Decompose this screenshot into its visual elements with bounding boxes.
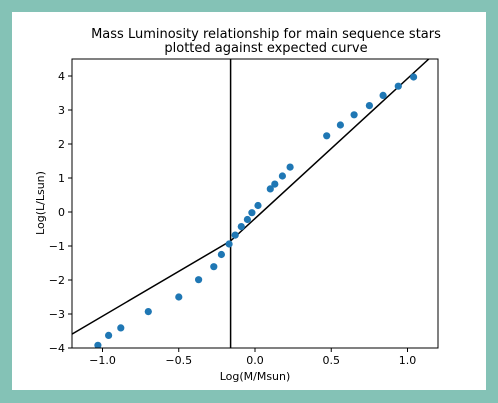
data-point [237,223,245,231]
data-point [266,185,274,193]
data-point [350,111,358,119]
y-tick-label: −4 [49,342,65,355]
data-point [117,324,125,332]
data-point [286,163,294,171]
y-tick-label: −1 [49,240,65,253]
y-axis-label: Log(L/Lsun) [34,171,47,235]
data-point [248,209,256,217]
data-point [323,132,331,140]
data-point [278,172,286,180]
data-point [243,215,251,224]
x-tick-label: 1.0 [399,354,417,367]
y-tick-label: −3 [49,308,65,321]
data-point [144,308,152,316]
data-point [231,231,239,239]
y-tick-label: 2 [58,138,65,151]
chart-title-line2: plotted against expected curve [164,41,367,56]
axes-frame [71,58,439,349]
data-point [94,341,102,348]
x-ticks: −1.0 −0.5 0.0 0.5 1.0 [89,348,416,367]
x-axis-label: Log(M/Msun) [220,370,291,383]
plot-lines [72,59,430,348]
data-point [254,201,262,210]
data-point [217,250,225,259]
y-tick-label: 4 [58,70,65,83]
y-tick-label: 0 [58,206,65,219]
x-tick-label: −0.5 [165,354,192,367]
data-point [379,91,387,99]
x-tick-label: −1.0 [89,354,116,367]
data-point [271,180,279,188]
y-tick-label: 1 [58,172,65,185]
figure-panel [12,12,486,390]
chart-title-line1: Mass Luminosity relationship for main se… [91,27,441,42]
data-point [365,102,373,110]
data-point [225,240,233,248]
x-tick-label: 0.5 [323,354,341,367]
y-tick-label: −2 [49,274,65,287]
data-point [210,263,218,271]
data-point [105,331,113,339]
data-point [195,276,203,284]
data-points [94,73,418,348]
y-tick-label: 3 [58,104,65,117]
y-ticks: −4 −3 −2 −1 0 1 2 3 4 [49,70,72,355]
x-tick-label: 0.0 [246,354,264,367]
data-point [175,293,183,301]
expected-curve [72,59,430,335]
data-point [394,82,402,90]
data-point [336,121,344,129]
data-point [410,73,418,81]
